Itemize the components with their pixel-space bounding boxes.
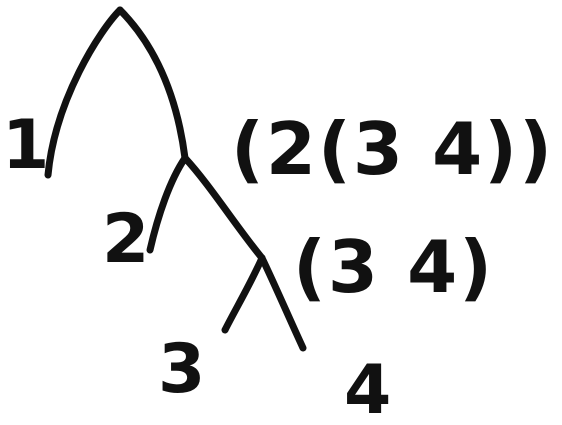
branch-mid-right: [181, 154, 266, 262]
branch-low-right: [258, 254, 307, 352]
branch-root-left: [44, 6, 124, 179]
leaf-three-label: 3: [158, 330, 205, 409]
leaf-two-label: 2: [102, 200, 149, 279]
branch-low-left: [221, 254, 266, 334]
branch-root-right: [116, 6, 189, 162]
leaf-one-label: 1: [2, 106, 49, 185]
leaf-four-label: 4: [344, 351, 391, 425]
full-expression: (2(3 4)): [231, 107, 554, 191]
branch-mid-left: [146, 154, 189, 254]
inner-expression: (3 4): [293, 225, 494, 309]
